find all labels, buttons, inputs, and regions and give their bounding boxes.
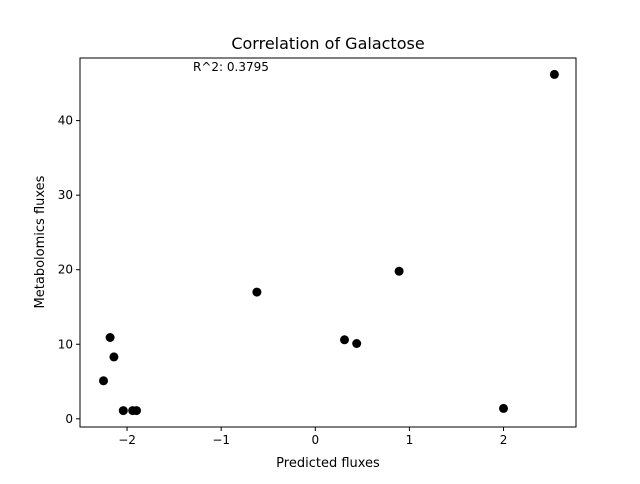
data-point-3 [109,352,119,362]
y-tick-label: 0 [65,412,73,426]
chart-title: Correlation of Galactose [231,34,424,53]
y-tick-label: 20 [58,263,73,277]
x-tick-label: −2 [118,433,136,447]
data-point-1 [99,376,108,386]
data-point-8 [340,335,349,345]
data-points [99,69,559,416]
y-tick-label: 40 [58,114,73,128]
y-axis-ticks: 0 10 20 30 40 [58,114,80,426]
x-tick-label: 2 [500,433,508,447]
data-point-10 [394,266,404,276]
x-axis-label: Predicted fluxes [276,456,380,471]
x-axis-ticks: −2 −1 0 1 2 [118,427,507,447]
r-squared-annotation: R^2: 0.3795 [193,60,269,74]
x-tick-label: 1 [406,433,414,447]
plot-area-frame [79,57,577,428]
data-point-7 [252,287,262,297]
x-tick-label: 0 [311,433,319,447]
y-tick-label: 10 [58,337,73,351]
data-point-11 [499,403,508,413]
data-point-6 [132,406,141,416]
y-tick-label: 30 [58,188,73,202]
y-axis-label: Metabolomics fluxes [33,175,48,308]
data-point-2 [105,333,115,342]
x-tick-label: −1 [212,433,230,447]
data-point-12 [549,69,559,79]
data-point-9 [352,339,362,348]
data-point-4 [118,406,128,416]
